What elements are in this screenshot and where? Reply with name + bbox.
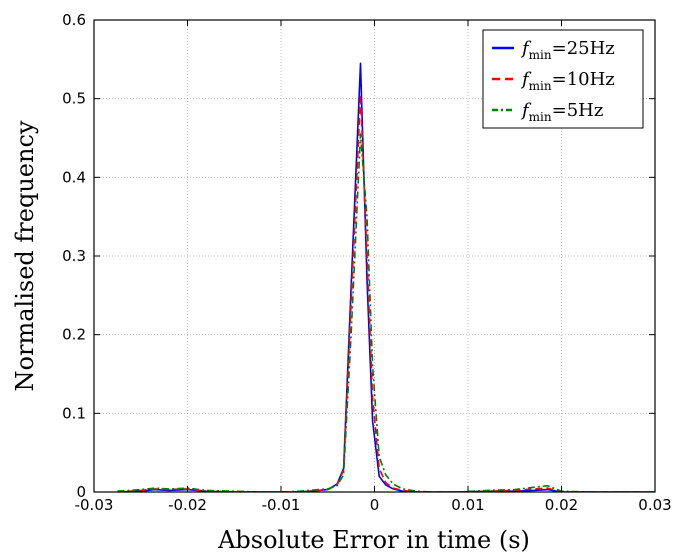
legend-label-1: fmin=25Hz: [520, 38, 615, 62]
x-tick-label: -0.03: [75, 496, 114, 514]
x-tick-labels: -0.03 -0.02 -0.01 0 0.01 0.02 0.03: [75, 496, 672, 514]
x-tick-label: 0.01: [451, 496, 484, 514]
x-tick-label: 0.02: [545, 496, 578, 514]
y-tick-label: 0.5: [62, 90, 86, 108]
grid: [94, 20, 655, 492]
axis-ticks: [93, 19, 656, 493]
y-tick-label: 0: [76, 483, 86, 501]
x-tick-label: -0.01: [262, 496, 301, 514]
series-line-3: [117, 133, 655, 492]
x-tick-label: -0.02: [168, 496, 207, 514]
y-tick-label: 0.4: [62, 168, 86, 186]
y-tick-label: 0.3: [62, 247, 86, 265]
y-tick-label: 0.2: [62, 326, 86, 344]
y-axis-title: Normalised frequency: [11, 120, 39, 391]
series-line-2: [117, 93, 655, 492]
y-tick-label: 0.6: [62, 11, 86, 29]
x-tick-label: 0: [370, 496, 380, 514]
x-axis-title: Absolute Error in time (s): [217, 526, 530, 554]
x-tick-label: 0.03: [638, 496, 671, 514]
y-tick-label: 0.1: [62, 404, 86, 422]
y-tick-labels: 0 0.1 0.2 0.3 0.4 0.5 0.6: [62, 11, 86, 501]
